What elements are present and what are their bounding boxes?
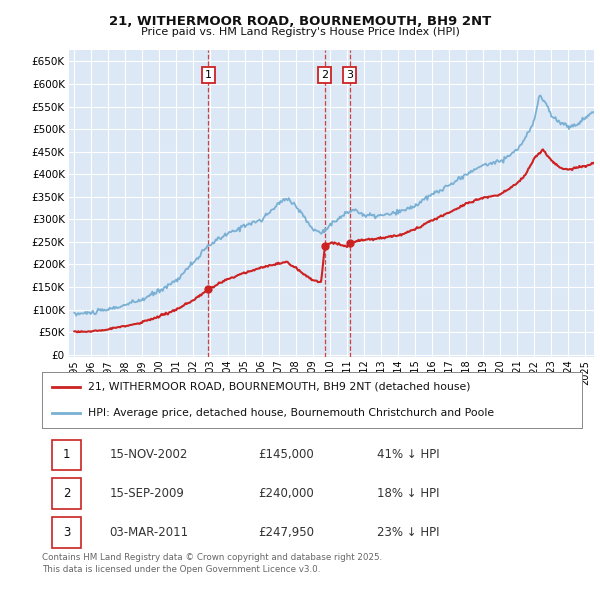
Text: Contains HM Land Registry data © Crown copyright and database right 2025.
This d: Contains HM Land Registry data © Crown c… [42, 553, 382, 574]
Text: 21, WITHERMOOR ROAD, BOURNEMOUTH, BH9 2NT: 21, WITHERMOOR ROAD, BOURNEMOUTH, BH9 2N… [109, 15, 491, 28]
Text: 21, WITHERMOOR ROAD, BOURNEMOUTH, BH9 2NT (detached house): 21, WITHERMOOR ROAD, BOURNEMOUTH, BH9 2N… [88, 382, 470, 392]
Text: 03-MAR-2011: 03-MAR-2011 [110, 526, 188, 539]
Text: 2: 2 [321, 70, 328, 80]
Text: 15-SEP-2009: 15-SEP-2009 [110, 487, 184, 500]
FancyBboxPatch shape [52, 478, 82, 509]
Text: £145,000: £145,000 [258, 448, 314, 461]
Text: HPI: Average price, detached house, Bournemouth Christchurch and Poole: HPI: Average price, detached house, Bour… [88, 408, 494, 418]
Text: £247,950: £247,950 [258, 526, 314, 539]
Text: £240,000: £240,000 [258, 487, 314, 500]
Text: 41% ↓ HPI: 41% ↓ HPI [377, 448, 439, 461]
Text: Price paid vs. HM Land Registry's House Price Index (HPI): Price paid vs. HM Land Registry's House … [140, 27, 460, 37]
FancyBboxPatch shape [52, 440, 82, 470]
Text: 15-NOV-2002: 15-NOV-2002 [110, 448, 188, 461]
Text: 3: 3 [346, 70, 353, 80]
Text: 23% ↓ HPI: 23% ↓ HPI [377, 526, 439, 539]
Text: 18% ↓ HPI: 18% ↓ HPI [377, 487, 439, 500]
FancyBboxPatch shape [52, 517, 82, 548]
Text: 1: 1 [63, 448, 70, 461]
Text: 1: 1 [205, 70, 212, 80]
Text: 2: 2 [63, 487, 70, 500]
Text: 3: 3 [63, 526, 70, 539]
